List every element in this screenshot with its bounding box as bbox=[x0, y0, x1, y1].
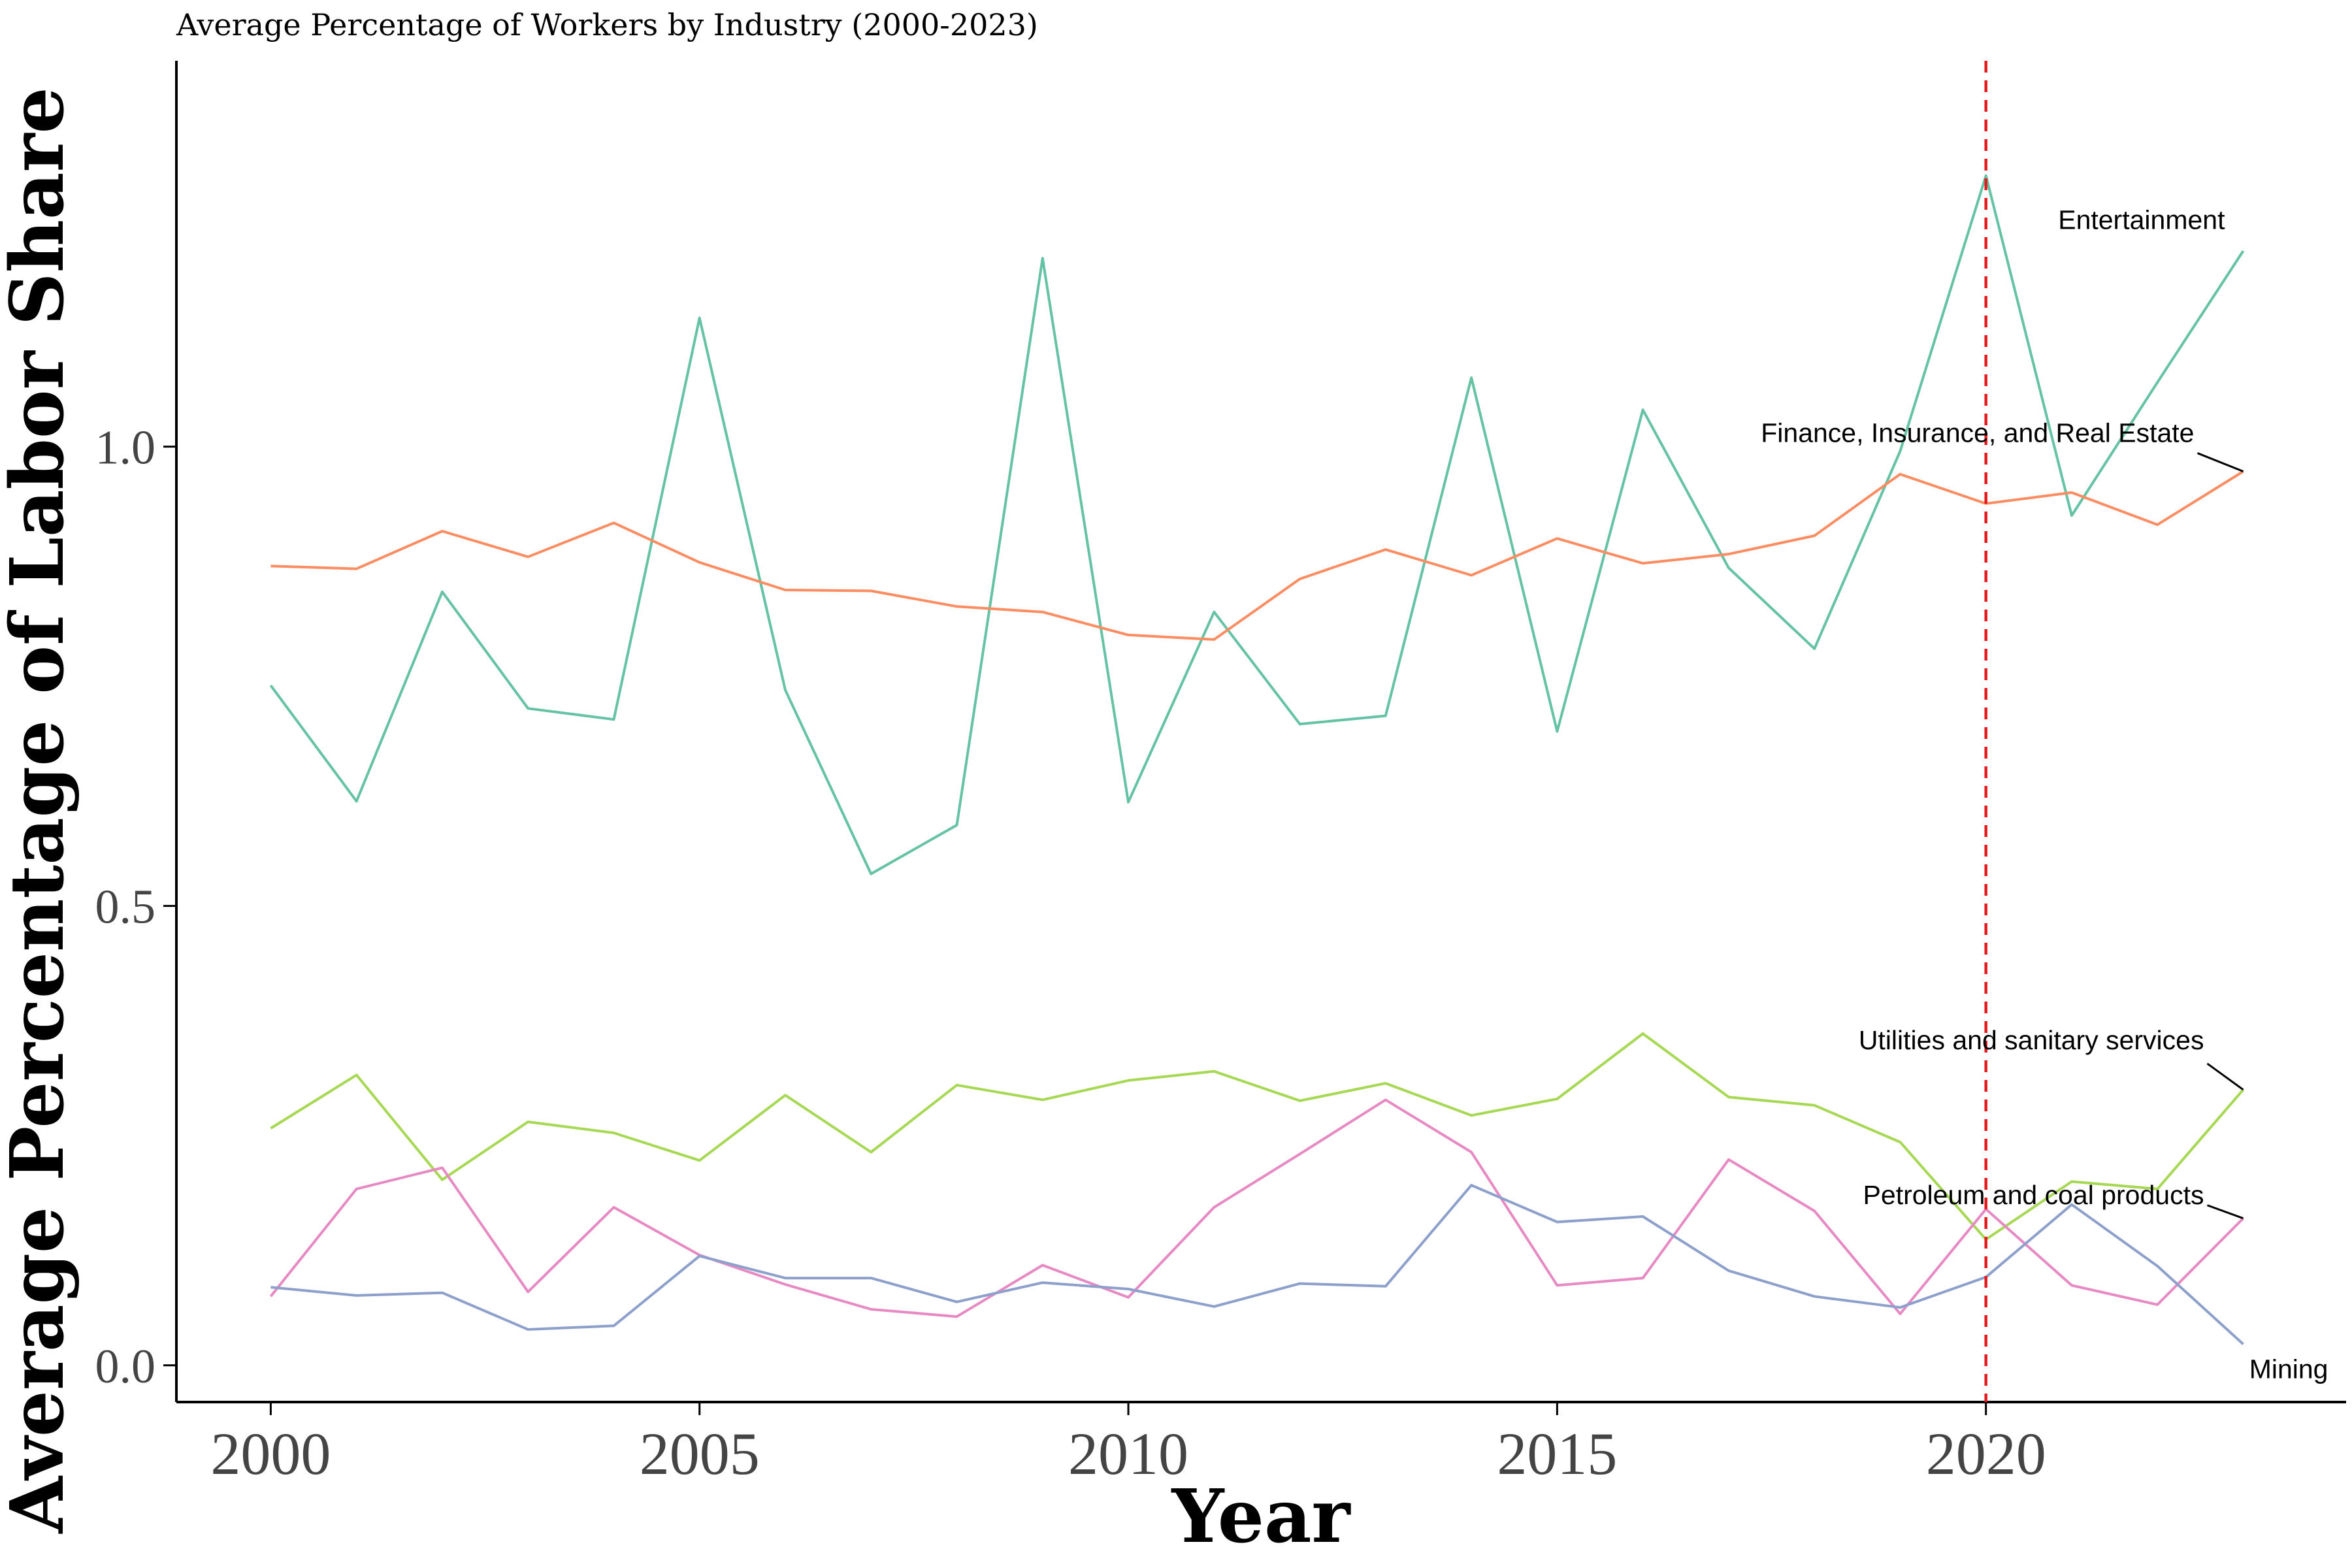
x-tick-label-2015: 2015 bbox=[1497, 1420, 1617, 1487]
y-tick-label-0: 0.0 bbox=[95, 1340, 156, 1394]
x-axis-title: Year bbox=[1171, 1474, 1351, 1560]
series-line-mining bbox=[270, 1184, 2244, 1345]
y-ticks: 0.0 0.5 1.0 bbox=[95, 421, 176, 1394]
chart-title: Average Percentage of Workers by Industr… bbox=[176, 7, 1038, 42]
series-lines bbox=[269, 174, 2245, 1345]
series-line-petroleum-and-coal-products bbox=[269, 1098, 2244, 1318]
series-line-finance-insurance-and-real-estate bbox=[270, 470, 2244, 641]
series-label-petroleum-and-coal-products: Petroleum and coal products bbox=[1863, 1180, 2204, 1210]
y-tick-label-1: 0.5 bbox=[95, 881, 156, 934]
leader-line-utilities-and-sanitary-services bbox=[2206, 1062, 2244, 1091]
y-tick-label-2: 1.0 bbox=[95, 421, 156, 475]
series-line-utilities-and-sanitary-services bbox=[270, 1032, 2245, 1241]
series-label-finance-insurance-and-real-estate: Finance, Insurance, and Real Estate bbox=[1761, 418, 2194, 448]
x-tick-label-2000: 2000 bbox=[210, 1420, 331, 1487]
x-tick-label-2010: 2010 bbox=[1068, 1420, 1188, 1487]
series-end-labels: Entertainment Finance, Insurance, and Rea… bbox=[1761, 204, 2328, 1384]
leader-line-finance-insurance-and-real-estate bbox=[2197, 452, 2244, 472]
leader-line-petroleum-and-coal-products bbox=[2206, 1204, 2244, 1220]
series-label-mining: Mining bbox=[2249, 1354, 2328, 1384]
x-tick-label-2020: 2020 bbox=[1926, 1420, 2046, 1487]
y-axis-title: Average Percentage of Labor Share bbox=[0, 87, 80, 1533]
series-label-utilities-and-sanitary-services: Utilities and sanitary services bbox=[1859, 1025, 2204, 1055]
series-label-entertainment: Entertainment bbox=[2058, 204, 2225, 235]
x-tick-label-2005: 2005 bbox=[640, 1420, 760, 1487]
series-line-entertainment bbox=[269, 174, 2245, 875]
plot-area: 2000 2005 2010 2015 2020 0.0 0.5 1.0 Entertain… bbox=[95, 61, 2346, 1487]
x-ticks: 2000 2005 2010 2015 2020 bbox=[210, 1402, 2046, 1487]
